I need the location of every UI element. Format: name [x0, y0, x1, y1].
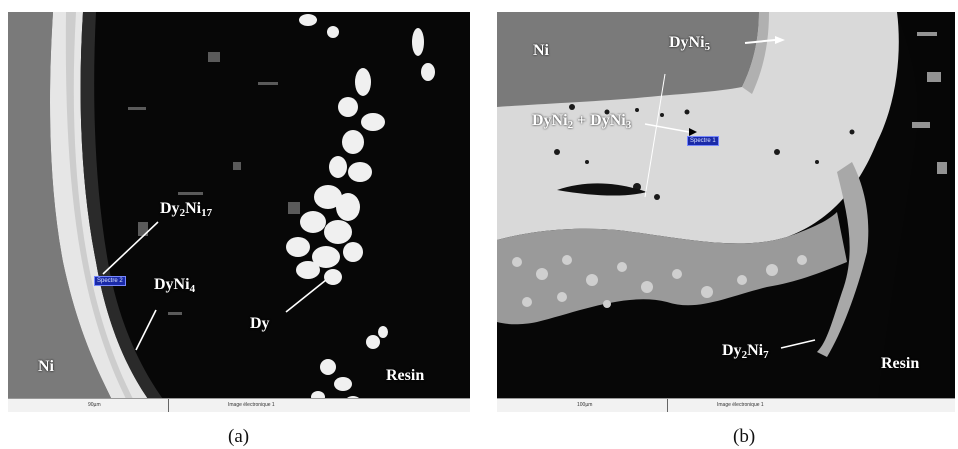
label-dyni4: DyNi4: [154, 276, 196, 295]
scale-text: 100µm: [577, 402, 593, 408]
label-dy: Dy: [250, 315, 270, 332]
micrograph-b-image: [497, 12, 955, 412]
scale-bar: 90µm Image électronique 1: [8, 398, 470, 412]
label-resin: Resin: [881, 355, 920, 372]
scale-text: 90µm: [88, 402, 101, 408]
caption-b: (b): [733, 426, 756, 447]
micrograph-a-image: [8, 12, 470, 412]
spectrum-tag: Spectre 1: [687, 136, 719, 146]
scale-bar: 100µm Image électronique 1: [497, 398, 955, 412]
label-dy2ni7: Dy2Ni7: [722, 342, 769, 361]
label-ni: Ni: [533, 42, 549, 59]
label-dyni2-dyni3: DyNi2 + DyNi3: [532, 112, 632, 131]
spectrum-tag: Spectre 2: [94, 276, 126, 286]
label-ni: Ni: [38, 358, 54, 375]
label-dy2ni17: Dy2Ni17: [160, 200, 213, 219]
label-resin: Resin: [386, 367, 425, 384]
micrograph-b: Ni DyNi5 DyNi2 + DyNi3 Dy2Ni7 Resin Spec…: [497, 12, 955, 412]
label-dyni5: DyNi5: [669, 34, 711, 53]
image-label: Image électronique 1: [717, 402, 764, 408]
image-label: Image électronique 1: [228, 402, 275, 408]
micrograph-a: Dy2Ni17 DyNi4 Dy Ni Resin Spectre 2 90µm…: [8, 12, 470, 412]
caption-a: (a): [228, 426, 250, 447]
